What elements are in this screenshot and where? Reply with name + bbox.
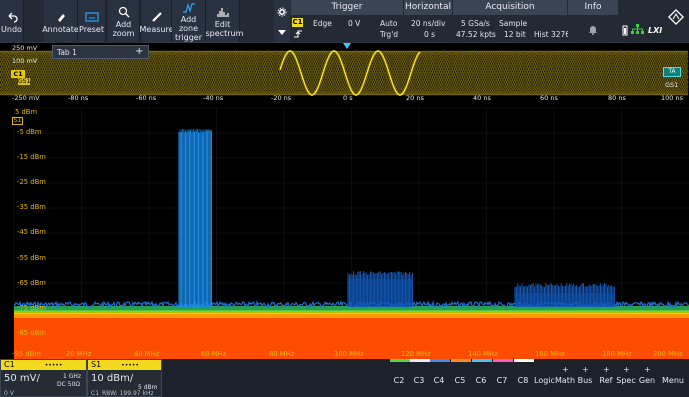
channel-button-c3[interactable]: C3: [410, 367, 428, 391]
annotate-button[interactable]: Annotate: [44, 0, 78, 42]
info-header[interactable]: Info: [568, 0, 618, 15]
rising-edge-icon: [293, 29, 303, 39]
trigger-channel-badge: C1: [292, 18, 303, 27]
undo-icon: [6, 9, 18, 25]
channel-color-strip: [472, 359, 492, 362]
channel-button-c8[interactable]: C8: [514, 367, 532, 391]
gs1-right-label: GS1: [665, 81, 678, 89]
gear-icon: [277, 7, 287, 17]
ruler-icon: [151, 9, 163, 25]
horizontal-panel[interactable]: 20 ns/div 0 s: [404, 16, 452, 42]
plus-icon: +: [582, 365, 589, 374]
channel-button-c5[interactable]: C5: [451, 367, 469, 391]
channel-button-logic[interactable]: Logic: [534, 367, 554, 391]
channel-color-strip: [514, 359, 534, 362]
channel-color-strip: [493, 359, 513, 362]
magnifier-icon: [118, 4, 130, 20]
info-panel[interactable]: [568, 16, 618, 42]
settings-panel-toggle[interactable]: [274, 0, 290, 42]
pen-icon: [55, 9, 67, 25]
s1-spectrum-box[interactable]: S1 ••••• 10 dBm/ 5 dBm C1 RBW: 199.97 kHz: [87, 359, 162, 397]
channel-color-strip: [390, 359, 410, 362]
channel-button-c4[interactable]: C4: [430, 367, 448, 391]
reference-level-label: 5 dBm: [15, 108, 37, 116]
acquisition-panel[interactable]: 5 GSa/s Sample 47.52 kpts 12 bit Hist 32…: [453, 16, 567, 42]
edit-spectrum-button[interactable]: Edit spectrum: [206, 0, 240, 42]
channel-button-c7[interactable]: C7: [493, 367, 511, 391]
horizontal-header[interactable]: Horizontal: [404, 0, 452, 15]
tab-1[interactable]: Tab 1 +: [52, 45, 149, 59]
spectrum-plot: [0, 107, 689, 359]
channel-color-strip: [430, 359, 450, 362]
spectrum-icon: [216, 4, 230, 20]
battery-icon: [622, 24, 628, 36]
c1-ground-marker[interactable]: C1: [11, 70, 25, 78]
add-tab-button[interactable]: +: [135, 46, 143, 57]
acquisition-header[interactable]: Acquisition: [453, 0, 567, 15]
toolbar: Undo Annotate Preset Add zoom Measure Ad…: [0, 0, 689, 42]
plus-icon: +: [562, 365, 569, 374]
chevron-down-icon: [278, 30, 286, 36]
network-icon: [631, 24, 644, 35]
preset-icon: [85, 9, 99, 25]
rohde-schwarz-logo: [667, 8, 685, 26]
plus-icon: +: [644, 365, 651, 374]
measure-button[interactable]: Measure: [142, 0, 172, 42]
plus-icon: +: [623, 365, 630, 374]
bell-icon: [588, 24, 598, 35]
add-zone-trigger-button[interactable]: Add zone trigger: [172, 0, 206, 42]
zone-trigger-icon: [182, 0, 196, 15]
gs1-left-marker: GS1: [18, 78, 30, 85]
channel-button-c6[interactable]: C6: [472, 367, 490, 391]
preset-button[interactable]: Preset: [78, 0, 106, 42]
plus-icon: +: [603, 365, 610, 374]
channel-button-c2[interactable]: C2: [390, 367, 408, 391]
c1-channel-box[interactable]: C1 ••••• 50 mV/ 1 GHz DC 50Ω 0 V: [0, 359, 87, 397]
trigger-position-marker-icon[interactable]: [343, 43, 351, 49]
spectrum-display[interactable]: 5 dBm -5 dBm -15 dBm -25 dBm -35 dBm -45…: [0, 107, 689, 359]
channel-button-menu[interactable]: Menu: [659, 367, 687, 391]
s1-trace-marker[interactable]: S1: [12, 117, 23, 125]
ta-marker[interactable]: TA: [663, 67, 681, 77]
add-zoom-button[interactable]: Add zoom: [108, 0, 140, 42]
channel-color-strip: [451, 359, 471, 362]
channel-color-strip: [410, 359, 430, 362]
lxi-logo: LXI: [648, 26, 662, 35]
trigger-header[interactable]: Trigger: [291, 0, 403, 15]
undo-button[interactable]: Undo: [0, 0, 24, 42]
trigger-panel[interactable]: C1 Edge 0 V Auto Trg'd: [291, 16, 403, 42]
